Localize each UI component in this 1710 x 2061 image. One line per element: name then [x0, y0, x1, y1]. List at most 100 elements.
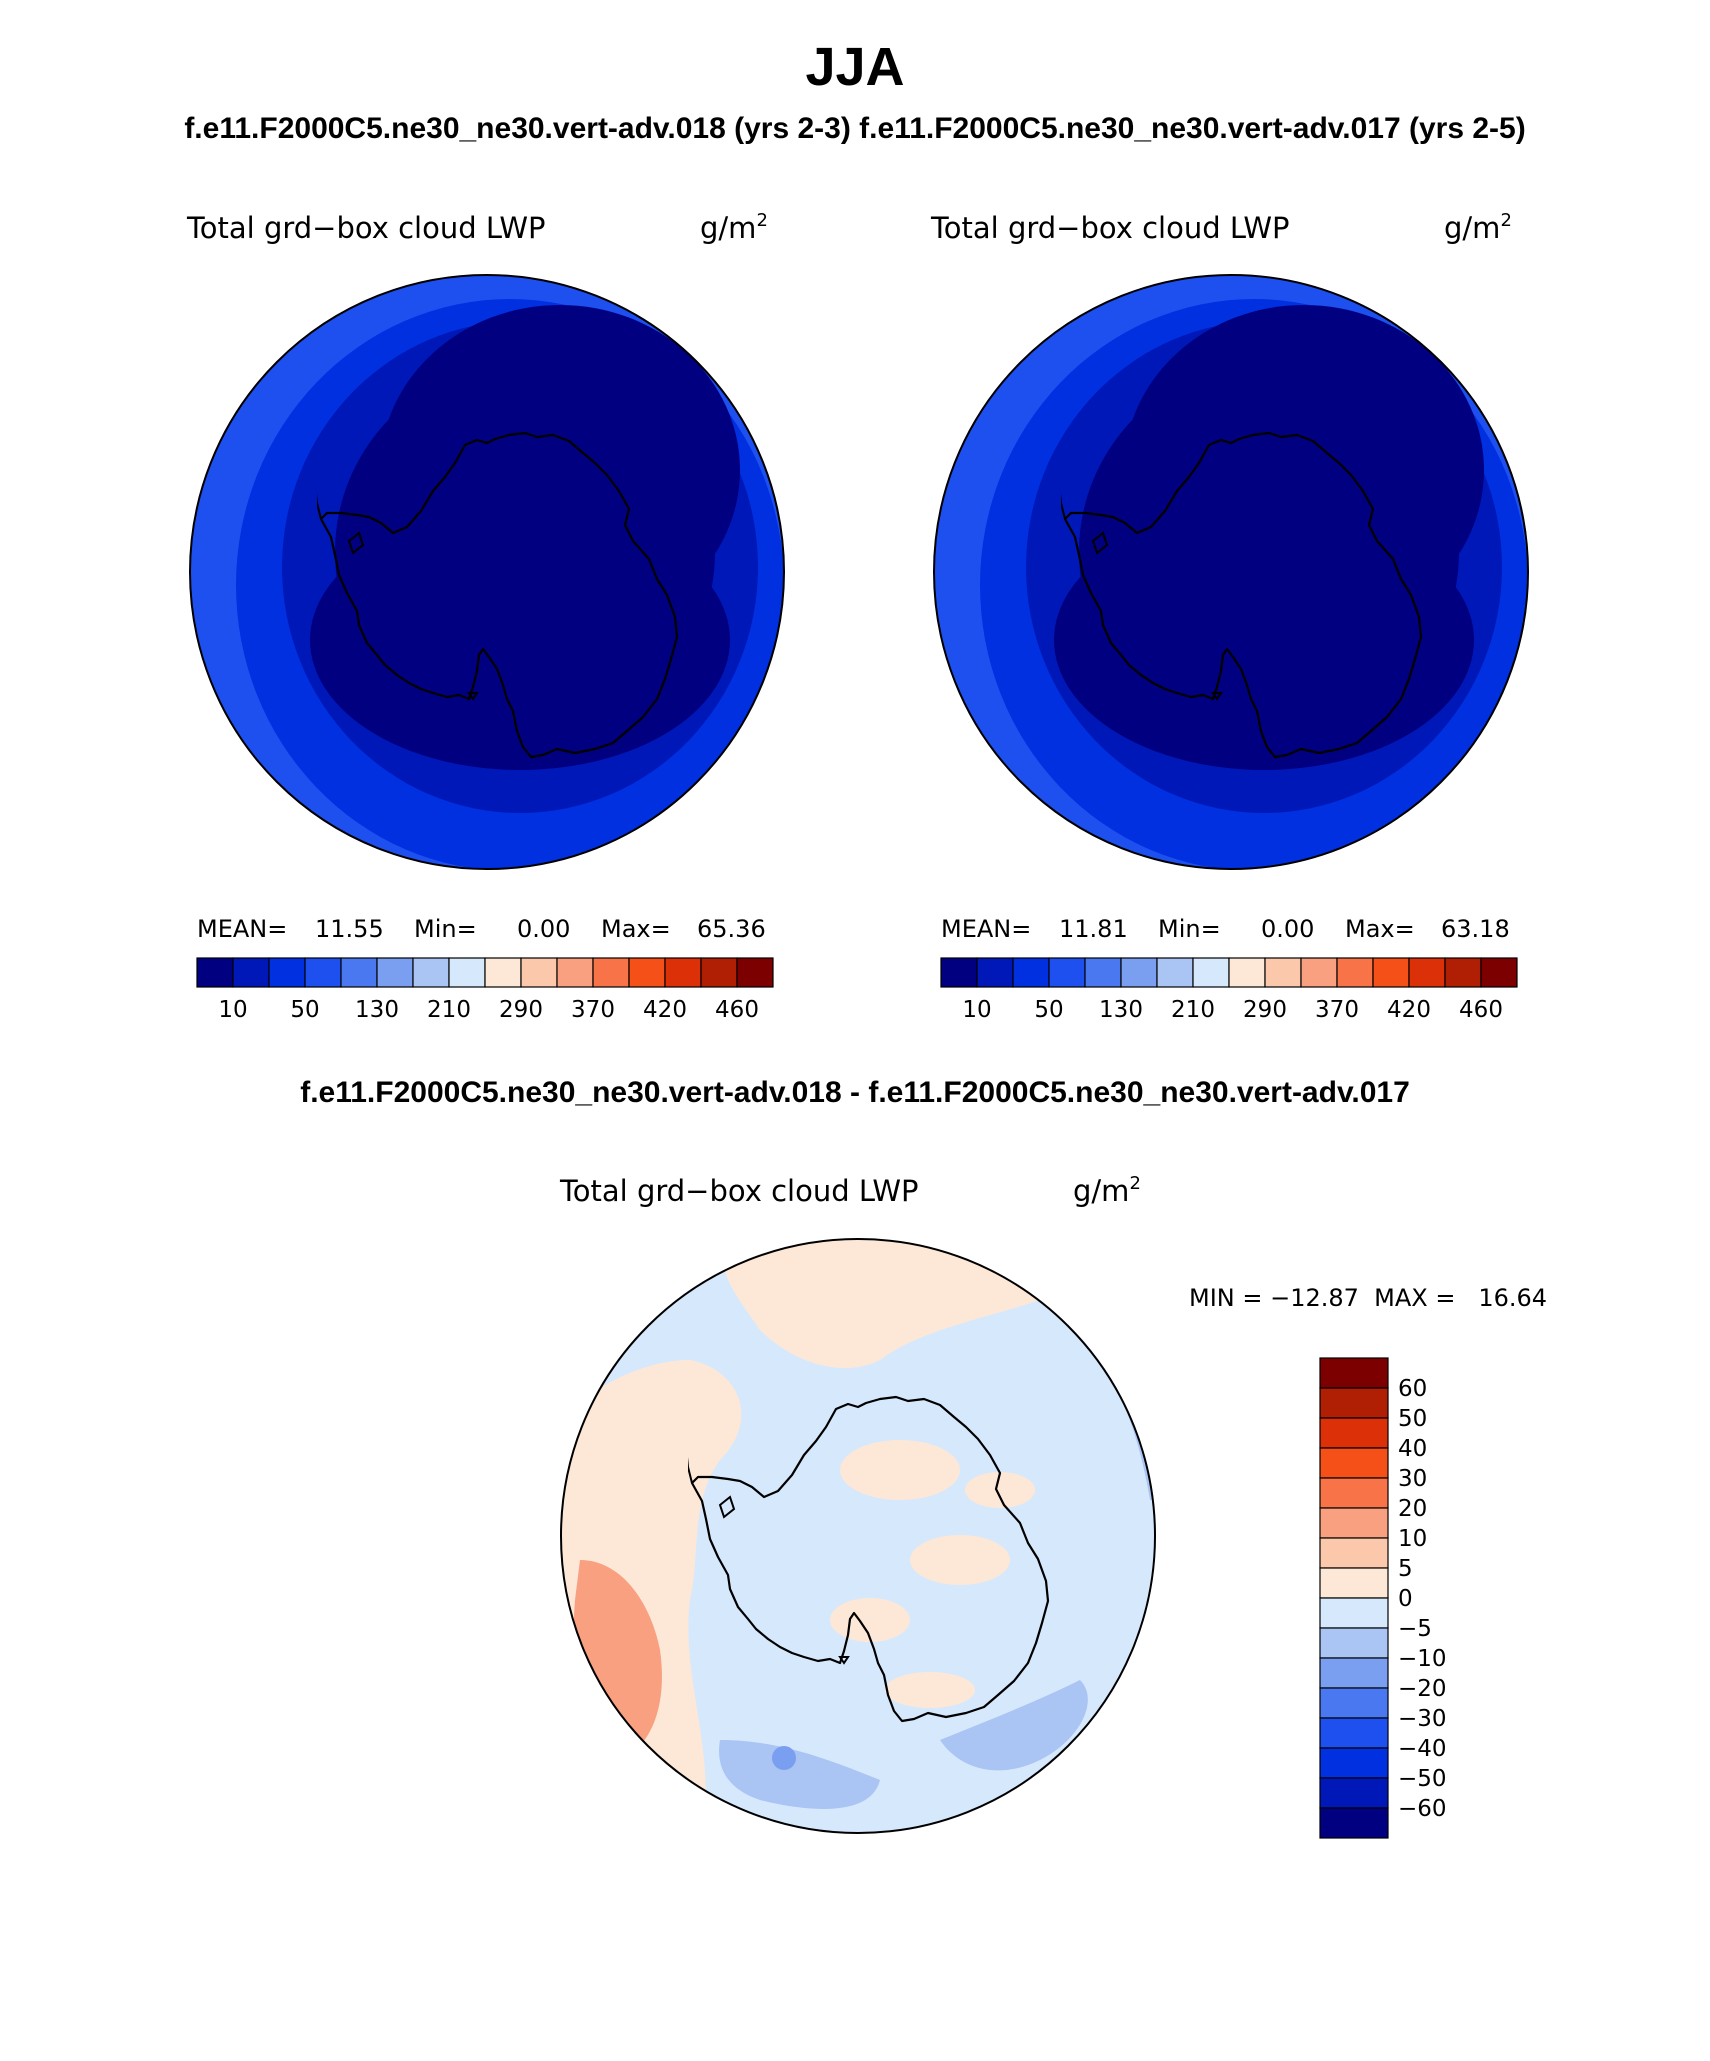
- right-colorbar-swatch-3: [1048, 957, 1086, 988]
- diff-colorbar-tick-10: −20: [1398, 1676, 1447, 1702]
- right-max-value: 63.18: [1441, 915, 1510, 943]
- left-colorbar-tick-4: 290: [499, 997, 543, 1023]
- left-colorbar-tick-2: 130: [355, 997, 399, 1023]
- diff-colorbar-swatch-14: [1319, 1777, 1389, 1809]
- difference-subtitle: f.e11.F2000C5.ne30_ne30.vert-adv.018 - f…: [300, 1076, 1410, 1109]
- left-colorbar-tick-1: 50: [290, 997, 319, 1023]
- diff-colorbar-swatch-12: [1319, 1717, 1389, 1749]
- left-colorbar-tick-7: 460: [715, 997, 759, 1023]
- right-colorbar-swatch-5: [1120, 957, 1158, 988]
- diff-map-border: [560, 1238, 1156, 1834]
- right-mean-label: MEAN=: [941, 915, 1031, 943]
- diff-colorbar-swatch-7: [1319, 1567, 1389, 1599]
- right-colorbar-swatch-10: [1300, 957, 1338, 988]
- left-colorbar-swatch-2: [268, 957, 306, 988]
- right-colorbar-tick-4: 290: [1243, 997, 1287, 1023]
- right-colorbar-swatch-15: [1480, 957, 1518, 988]
- left-var-name: Total grd−box cloud LWP: [186, 211, 546, 245]
- right-colorbar-swatch-9: [1264, 957, 1302, 988]
- diff-map-pos-north: [720, 1240, 1060, 1369]
- right-colorbar-tick-6: 420: [1387, 997, 1431, 1023]
- left-colorbar-swatch-12: [628, 957, 666, 988]
- diff-colorbar-tick-0: 60: [1398, 1376, 1427, 1402]
- diff-units: g/m2: [1073, 1173, 1141, 1208]
- diff-colorbar-tick-12: −40: [1398, 1736, 1447, 1762]
- right-colorbar-swatch-1: [976, 957, 1014, 988]
- right-map-border: [933, 274, 1529, 870]
- right-colorbar-tick-5: 370: [1315, 997, 1359, 1023]
- case-subtitle: f.e11.F2000C5.ne30_ne30.vert-adv.018 (yr…: [184, 112, 1526, 145]
- diff-colorbar-tick-7: 0: [1398, 1586, 1413, 1612]
- left-colorbar-swatch-14: [700, 957, 738, 988]
- left-colorbar-tick-3: 210: [427, 997, 471, 1023]
- diff-minmax: MIN = −12.87 MAX = 16.64: [1189, 1284, 1547, 1312]
- right-colorbar-swatch-14: [1444, 957, 1482, 988]
- diff-map-neg2-spot: [772, 1746, 796, 1770]
- diff-colorbar-swatch-6: [1319, 1537, 1389, 1569]
- left-colorbar-swatch-0: [196, 957, 234, 988]
- right-mean-value: 11.81: [1059, 915, 1128, 943]
- diff-colorbar-tick-13: −50: [1398, 1766, 1447, 1792]
- left-min-label: Min=: [414, 915, 477, 943]
- right-units: g/m2: [1444, 210, 1512, 245]
- diff-map: [561, 1239, 1155, 1833]
- right-colorbar-swatch-8: [1228, 957, 1266, 988]
- left-colorbar-swatch-13: [664, 957, 702, 988]
- left-colorbar-swatch-4: [340, 957, 378, 988]
- diff-colorbar-swatch-13: [1319, 1747, 1389, 1779]
- left-colorbar-swatch-7: [448, 957, 486, 988]
- right-colorbar-tick-7: 460: [1459, 997, 1503, 1023]
- left-colorbar-swatch-15: [736, 957, 774, 988]
- right-colorbar-swatch-12: [1372, 957, 1410, 988]
- right-min-value: 0.00: [1261, 915, 1314, 943]
- right-colorbar-swatch-2: [1012, 957, 1050, 988]
- diff-colorbar-tick-14: −60: [1398, 1796, 1447, 1822]
- diff-colorbar-tick-3: 30: [1398, 1466, 1427, 1492]
- right-colorbar-swatch-0: [940, 957, 978, 988]
- right-colorbar-swatch-11: [1336, 957, 1374, 988]
- right-colorbar-tick-0: 10: [962, 997, 991, 1023]
- left-colorbar-swatch-10: [556, 957, 594, 988]
- diff-colorbar-tick-1: 50: [1398, 1406, 1427, 1432]
- diff-colorbar-tick-2: 40: [1398, 1436, 1427, 1462]
- diff-colorbar-swatch-3: [1319, 1447, 1389, 1479]
- left-colorbar-swatch-1: [232, 957, 270, 988]
- left-colorbar: 10 50 130 210 290 370 420 460: [196, 957, 774, 1023]
- left-colorbar-swatch-3: [304, 957, 342, 988]
- left-colorbar-tick-5: 370: [571, 997, 615, 1023]
- left-colorbar-swatch-5: [376, 957, 414, 988]
- right-colorbar-swatch-6: [1156, 957, 1194, 988]
- left-colorbar-swatch-11: [592, 957, 630, 988]
- diff-colorbar-swatch-2: [1319, 1417, 1389, 1449]
- left-mean-value: 11.55: [315, 915, 384, 943]
- left-colorbar-swatch-6: [412, 957, 450, 988]
- right-colorbar-swatch-7: [1192, 957, 1230, 988]
- right-max-label: Max=: [1345, 915, 1415, 943]
- diff-colorbar-tick-11: −30: [1398, 1706, 1447, 1732]
- left-colorbar-swatch-9: [520, 957, 558, 988]
- diff-map-neg-south: [719, 1740, 880, 1809]
- right-var-name: Total grd−box cloud LWP: [930, 211, 1290, 245]
- diff-colorbar-swatch-9: [1319, 1627, 1389, 1659]
- diff-colorbar-swatch-5: [1319, 1507, 1389, 1539]
- diff-var-name: Total grd−box cloud LWP: [559, 1174, 919, 1208]
- right-min-label: Min=: [1158, 915, 1221, 943]
- diff-colorbar-tick-6: 5: [1398, 1556, 1413, 1582]
- diff-colorbar-swatch-15: [1319, 1807, 1389, 1839]
- right-colorbar-swatch-4: [1084, 957, 1122, 988]
- diff-colorbar-swatch-8: [1319, 1597, 1389, 1629]
- left-colorbar-tick-6: 420: [643, 997, 687, 1023]
- right-colorbar: 10 50 130 210 290 370 420 460: [940, 957, 1518, 1023]
- left-map: [190, 275, 784, 869]
- diff-colorbar-tick-5: 10: [1398, 1526, 1427, 1552]
- figure-title: JJA: [805, 37, 905, 97]
- diff-colorbar-swatch-4: [1319, 1477, 1389, 1509]
- right-colorbar-tick-1: 50: [1034, 997, 1063, 1023]
- diff-colorbar-tick-8: −5: [1398, 1616, 1432, 1642]
- left-map-border: [189, 274, 785, 870]
- left-colorbar-tick-0: 10: [218, 997, 247, 1023]
- right-colorbar-tick-3: 210: [1171, 997, 1215, 1023]
- left-max-label: Max=: [601, 915, 671, 943]
